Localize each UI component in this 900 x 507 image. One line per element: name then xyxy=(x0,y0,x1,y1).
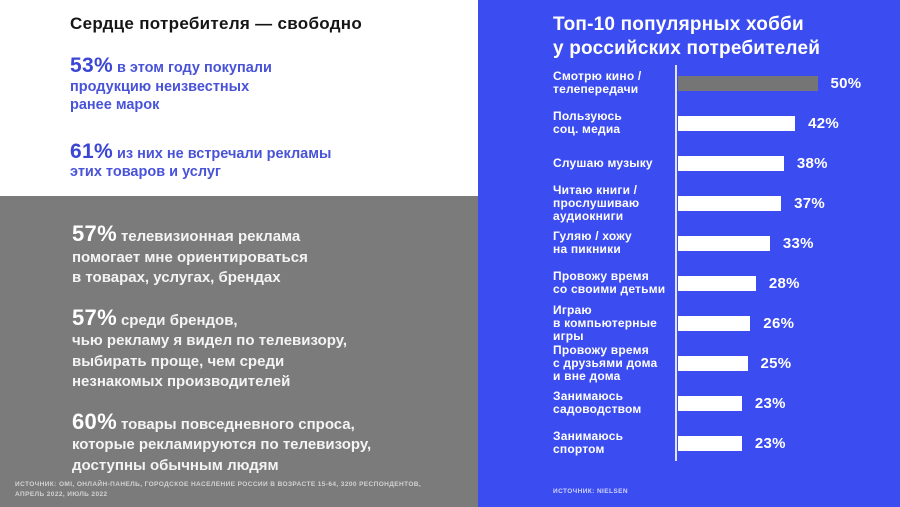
chart-row: Провожу время со своими детьми 28% xyxy=(553,263,900,303)
stat-text: среди брендов, чью рекламу я видел по те… xyxy=(72,311,348,391)
chart-row: Занимаюсь спортом 23% xyxy=(553,423,900,463)
hobbies-chart-panel: Топ-10 популярных хобби у российских пот… xyxy=(478,0,900,507)
bar xyxy=(677,315,751,331)
chart-row: Читаю книги / прослушиваю аудиокниги 37% xyxy=(553,183,900,223)
bar xyxy=(677,195,782,211)
bar xyxy=(677,115,796,131)
chart-row: Играю в компьютерные игры 26% xyxy=(553,303,900,343)
category-label: Слушаю музыку xyxy=(553,155,653,170)
value-label: 25% xyxy=(760,354,792,372)
chart-row: Пользуюсь соц. медиа 42% xyxy=(553,103,900,143)
bar xyxy=(677,275,756,291)
value-label: 23% xyxy=(754,434,786,452)
stat-number: 57% xyxy=(72,221,117,246)
bar xyxy=(677,395,742,411)
stat-block: 60% товары повседневного спроса, которые … xyxy=(72,408,448,477)
left-source-note: ИСТОЧНИК: OMI, ОНЛАЙН-ПАНЕЛЬ, ГОРОДСКОЕ … xyxy=(15,481,422,498)
hobbies-bar-chart: Смотрю кино / телепередачи 50% Пользуюсь с… xyxy=(553,63,900,463)
value-label: 38% xyxy=(796,154,828,172)
stat-number: 61% xyxy=(70,139,113,163)
stat-block: 53% в этом году покупали продукцию неизве… xyxy=(70,55,448,115)
value-label: 33% xyxy=(782,234,814,252)
category-label: Занимаюсь спортом xyxy=(553,429,624,456)
stat-text: в этом году покупали продукцию неизвестн… xyxy=(70,60,272,113)
value-label: 50% xyxy=(830,74,862,92)
category-label: Смотрю кино / телепередачи xyxy=(553,69,642,96)
bar xyxy=(677,75,818,91)
bar xyxy=(677,155,784,171)
category-label: Провожу время со своими детьми xyxy=(553,269,666,296)
stat-text: товары повседневного спроса, которые рек… xyxy=(72,415,372,474)
category-label: Провожу время с друзьями дома и вне дома xyxy=(553,342,658,383)
chart-row: Смотрю кино / телепередачи 50% xyxy=(553,63,900,103)
bar xyxy=(677,235,770,251)
stat-number: 53% xyxy=(70,54,113,77)
stat-block: 57% телевизионная реклама помогает мне ор… xyxy=(72,223,448,289)
consumer-heart-section: Сердце потребителя — свободно 53% в этом … xyxy=(0,0,478,196)
chart-row: Занимаюсь садоводством 23% xyxy=(553,383,900,423)
stat-text: телевизионная реклама помогает мне ориен… xyxy=(72,228,308,286)
chart-row: Слушаю музыку 38% xyxy=(553,143,900,183)
stat-number: 57% xyxy=(72,304,117,330)
left-section-title: Сердце потребителя — свободно xyxy=(70,14,363,33)
chart-row: Гуляю / хожу на пикники 33% xyxy=(553,223,900,263)
value-label: 26% xyxy=(763,314,795,332)
bar xyxy=(677,355,748,371)
stat-text: из них не встречали рекламы этих товаров… xyxy=(70,145,332,181)
right-source-note: ИСТОЧНИК: NIELSEN xyxy=(553,488,628,495)
category-label: Пользуюсь соц. медиа xyxy=(553,109,622,136)
value-label: 28% xyxy=(768,274,800,292)
gray-stats-list: 57% телевизионная реклама помогает мне ор… xyxy=(72,223,448,476)
value-label: 23% xyxy=(754,394,786,412)
chart-title: Топ-10 популярных хобби у российских пот… xyxy=(553,14,821,59)
value-label: 37% xyxy=(794,194,826,212)
white-stats-list: 53% в этом году покупали продукцию неизве… xyxy=(70,55,448,182)
tv-advertising-section: 57% телевизионная реклама помогает мне ор… xyxy=(0,196,478,507)
stat-block: 57% среди брендов, чью рекламу я видел по… xyxy=(72,304,448,393)
category-label: Читаю книги / прослушиваю аудиокниги xyxy=(553,182,640,223)
bar xyxy=(677,435,742,451)
chart-axis-line xyxy=(675,65,677,461)
category-label: Гуляю / хожу на пикники xyxy=(553,229,632,256)
stat-block: 61% из них не встречали рекламы этих това… xyxy=(70,141,448,182)
chart-row: Провожу время с друзьями дома и вне дома… xyxy=(553,343,900,383)
value-label: 42% xyxy=(808,114,840,132)
stat-number: 60% xyxy=(72,408,117,434)
left-column: Сердце потребителя — свободно 53% в этом … xyxy=(0,0,478,507)
category-label: Занимаюсь садоводством xyxy=(553,389,642,416)
category-label: Играю в компьютерные игры xyxy=(553,302,658,343)
